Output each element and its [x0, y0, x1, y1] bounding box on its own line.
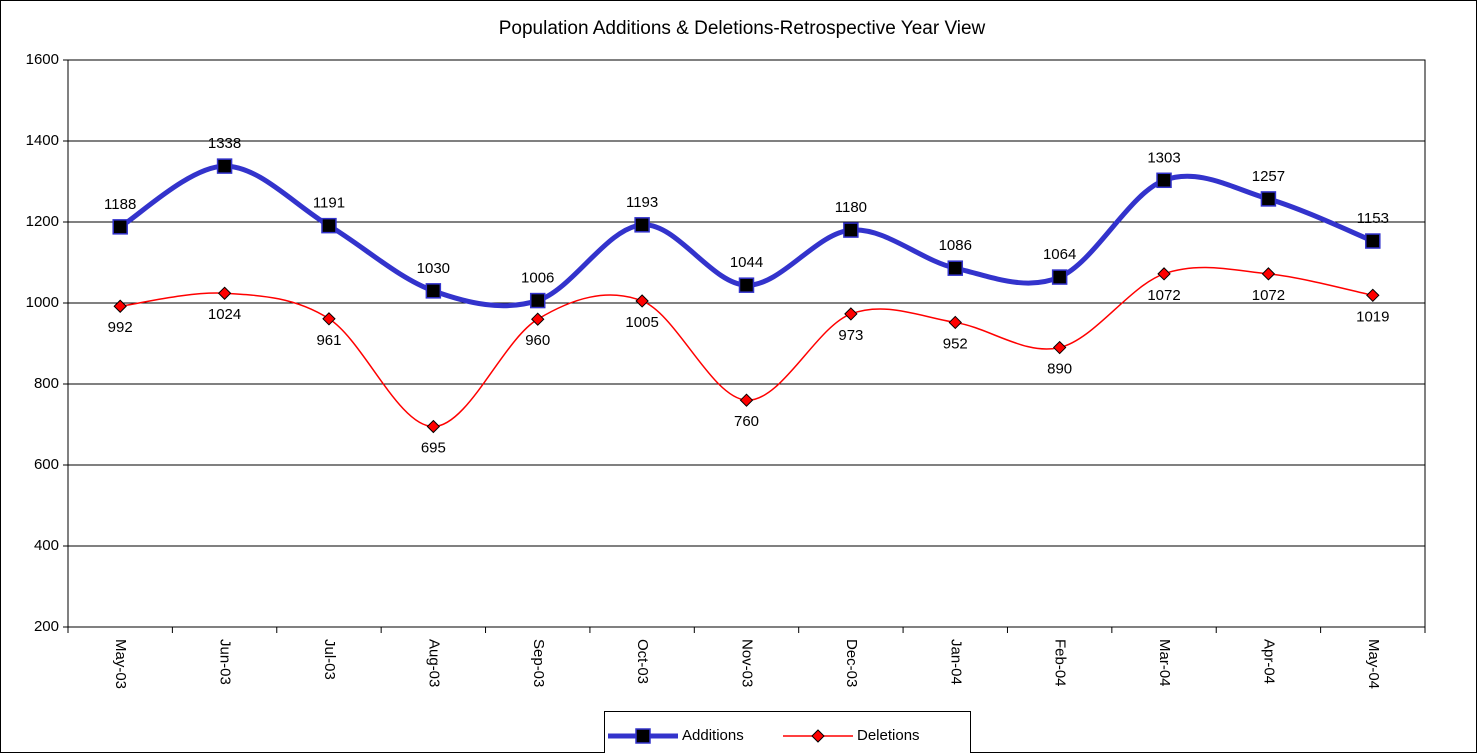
data-label: 1005 — [625, 314, 658, 331]
point-marker — [1261, 267, 1276, 281]
data-label: 1044 — [730, 254, 763, 271]
data-label: 1257 — [1252, 168, 1285, 185]
data-label: 1086 — [939, 237, 972, 254]
data-label: 1338 — [208, 135, 241, 152]
chart-title: Population Additions & Deletions-Retrosp… — [499, 18, 986, 39]
data-label: 1030 — [417, 260, 450, 277]
data-label: 1180 — [835, 199, 867, 216]
point-marker — [217, 286, 232, 300]
point-marker — [635, 728, 651, 744]
x-tick-label: May-04 — [1365, 639, 1382, 689]
legend-box — [604, 711, 971, 753]
x-tick-label: Dec-03 — [843, 639, 860, 687]
data-label: 1024 — [208, 306, 241, 323]
data-label: 952 — [943, 335, 968, 352]
data-label: 695 — [421, 439, 446, 456]
x-tick-label: Aug-03 — [425, 639, 442, 687]
y-tick-label: 800 — [34, 375, 59, 392]
data-label: 1188 — [104, 196, 136, 213]
data-label: 1019 — [1356, 308, 1389, 325]
data-label: 1193 — [626, 194, 658, 211]
point-marker — [947, 260, 964, 276]
point-marker — [738, 277, 755, 293]
y-tick-label: 1600 — [26, 51, 59, 68]
data-label: 1303 — [1147, 149, 1180, 166]
plot-border — [67, 59, 1426, 628]
data-label: 760 — [734, 413, 759, 430]
legend: Additions Deletions — [604, 711, 971, 753]
data-label: 961 — [316, 332, 341, 349]
point-marker — [426, 419, 441, 434]
data-label: 960 — [525, 332, 550, 349]
x-tick-label: Apr-04 — [1260, 639, 1277, 684]
point-marker — [1260, 191, 1277, 207]
data-label: 973 — [838, 327, 863, 344]
point-marker — [425, 283, 442, 299]
y-tick-label: 200 — [34, 618, 59, 635]
x-tick-label: Mar-04 — [1156, 639, 1173, 687]
x-tick-label: May-03 — [112, 639, 129, 689]
data-label: 890 — [1047, 361, 1072, 378]
point-marker — [1365, 233, 1381, 249]
data-label: 1153 — [1357, 210, 1389, 227]
point-marker — [112, 219, 128, 235]
point-marker — [321, 217, 337, 234]
point-marker — [1157, 267, 1171, 281]
x-tick-label: Feb-04 — [1052, 639, 1069, 687]
point-marker — [322, 312, 336, 326]
y-tick-label: 600 — [34, 456, 59, 473]
point-marker — [216, 158, 233, 174]
legend-label: Deletions — [857, 727, 920, 744]
data-label: 1006 — [521, 270, 554, 287]
x-tick-label: Sep-03 — [530, 639, 547, 687]
point-marker — [811, 729, 825, 743]
point-marker — [1366, 288, 1380, 303]
point-marker — [1051, 269, 1068, 285]
point-marker — [1052, 340, 1067, 355]
point-marker — [1156, 172, 1172, 189]
x-tick-label: Jun-03 — [217, 639, 234, 685]
x-tick-label: Nov-03 — [739, 639, 756, 687]
point-marker — [634, 217, 650, 233]
legend-label: Additions — [682, 727, 744, 744]
data-label: 1072 — [1252, 287, 1285, 304]
point-marker — [948, 315, 962, 330]
point-marker — [739, 393, 754, 407]
data-label: 1191 — [313, 195, 345, 212]
data-label: 1072 — [1147, 287, 1180, 304]
y-tick-label: 1200 — [26, 213, 59, 230]
point-marker — [635, 294, 649, 308]
data-label: 992 — [108, 319, 133, 336]
point-marker — [529, 292, 546, 309]
x-tick-label: Jul-03 — [321, 639, 338, 680]
y-tick-label: 400 — [34, 537, 59, 554]
data-label: 1064 — [1043, 246, 1076, 263]
point-marker — [843, 222, 859, 238]
point-marker — [531, 312, 545, 326]
point-marker — [844, 307, 858, 321]
x-tick-label: Jan-04 — [947, 639, 964, 685]
y-tick-label: 1000 — [26, 294, 59, 311]
y-tick-label: 1400 — [26, 132, 59, 149]
point-marker — [113, 299, 127, 313]
x-tick-label: Oct-03 — [634, 639, 651, 684]
